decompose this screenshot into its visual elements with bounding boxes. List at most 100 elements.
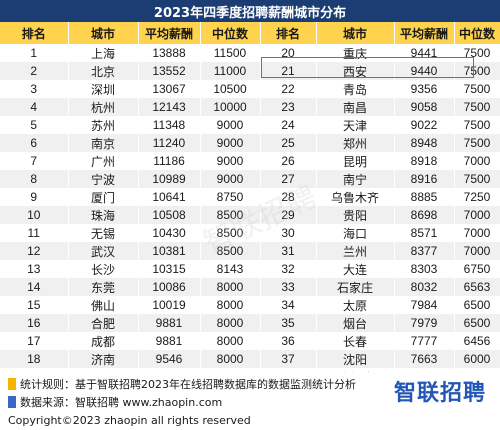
cell-city-right: 大连 xyxy=(316,260,395,278)
table-row: 5 苏州 11348 9000 24 天津 9022 7500 xyxy=(0,116,500,134)
header-avg-salary-right: 平均薪酬 xyxy=(394,22,455,44)
cell-avg-salary-right: 8918 xyxy=(394,152,455,170)
cell-rank: 10 xyxy=(0,206,69,224)
cell-city-right: 南宁 xyxy=(316,170,395,188)
cell-median: 8000 xyxy=(200,278,261,296)
table-row: 7 广州 11186 9000 26 昆明 8918 7000 xyxy=(0,152,500,170)
cell-avg-salary-right: 9022 xyxy=(394,116,455,134)
cell-city: 成都 xyxy=(68,332,139,350)
cell-city-right: 沈阳 xyxy=(316,350,395,368)
cell-median-right: 7000 xyxy=(454,224,500,242)
cell-avg-salary-right: 7663 xyxy=(394,350,455,368)
table-row: 6 南京 11240 9000 25 郑州 8948 7500 xyxy=(0,134,500,152)
cell-rank: 4 xyxy=(0,98,69,116)
cell-rank: 2 xyxy=(0,62,69,80)
cell-median-right: 6750 xyxy=(454,260,500,278)
cell-rank-right: 31 xyxy=(260,242,317,260)
cell-median: 8000 xyxy=(200,296,261,314)
cell-rank-right: 24 xyxy=(260,116,317,134)
cell-rank-right: 26 xyxy=(260,152,317,170)
cell-median-right: 6500 xyxy=(454,296,500,314)
cell-median: 10000 xyxy=(200,98,261,116)
cell-median: 8750 xyxy=(200,188,261,206)
table-row: 12 武汉 10381 8500 31 兰州 8377 7000 xyxy=(0,242,500,260)
cell-median-right: 6456 xyxy=(454,332,500,350)
cell-city: 无锡 xyxy=(68,224,139,242)
cell-rank: 11 xyxy=(0,224,69,242)
cell-city: 东莞 xyxy=(68,278,139,296)
table-row: 14 东莞 10086 8000 33 石家庄 8032 6563 xyxy=(0,278,500,296)
cell-avg-salary-right: 9356 xyxy=(394,80,455,98)
table-row: 2 北京 13552 11000 21 西安 9440 7500 xyxy=(0,62,500,80)
cell-city-right: 兰州 xyxy=(316,242,395,260)
cell-median: 9000 xyxy=(200,134,261,152)
cell-city-right: 昆明 xyxy=(316,152,395,170)
cell-city-right: 南昌 xyxy=(316,98,395,116)
cell-rank: 18 xyxy=(0,350,69,368)
stat-rule-text: 统计规则：基于智联招聘2023年在线招聘数据库的数据监测统计分析 xyxy=(20,378,356,391)
cell-rank-right: 28 xyxy=(260,188,317,206)
cell-rank: 1 xyxy=(0,44,69,62)
cell-rank: 9 xyxy=(0,188,69,206)
cell-rank-right: 37 xyxy=(260,350,317,368)
cell-rank: 8 xyxy=(0,170,69,188)
cell-rank-right: 30 xyxy=(260,224,317,242)
table-title: 2023年四季度招聘薪酬城市分布 xyxy=(0,0,500,22)
cell-rank: 15 xyxy=(0,296,69,314)
cell-median-right: 7500 xyxy=(454,80,500,98)
table-row: 1 上海 13888 11500 20 重庆 9441 7500 xyxy=(0,44,500,62)
table-row: 10 珠海 10508 8500 29 贵阳 8698 7000 xyxy=(0,206,500,224)
cell-avg-salary-right: 8571 xyxy=(394,224,455,242)
cell-avg-salary: 12143 xyxy=(138,98,201,116)
cell-rank-right: 20 xyxy=(260,44,317,62)
table-row: 3 深圳 13067 10500 22 青岛 9356 7500 xyxy=(0,80,500,98)
cell-median: 8000 xyxy=(200,350,261,368)
table-header-row: 排名 城市 平均薪酬 中位数 排名 城市 平均薪酬 中位数 xyxy=(0,22,500,44)
yellow-bullet-icon xyxy=(8,378,16,390)
cell-avg-salary-right: 8698 xyxy=(394,206,455,224)
table-row: 11 无锡 10430 8500 30 海口 8571 7000 xyxy=(0,224,500,242)
cell-median-right: 7000 xyxy=(454,242,500,260)
cell-median-right: 6563 xyxy=(454,278,500,296)
cell-rank: 6 xyxy=(0,134,69,152)
cell-avg-salary-right: 7777 xyxy=(394,332,455,350)
cell-rank-right: 29 xyxy=(260,206,317,224)
cell-avg-salary: 10019 xyxy=(138,296,201,314)
cell-avg-salary-right: 8916 xyxy=(394,170,455,188)
cell-avg-salary: 10086 xyxy=(138,278,201,296)
cell-rank-right: 22 xyxy=(260,80,317,98)
cell-rank: 5 xyxy=(0,116,69,134)
cell-city-right: 乌鲁木齐 xyxy=(316,188,395,206)
header-median-right: 中位数 xyxy=(454,22,500,44)
cell-city: 广州 xyxy=(68,152,139,170)
cell-median: 9000 xyxy=(200,152,261,170)
cell-avg-salary: 13888 xyxy=(138,44,201,62)
cell-avg-salary: 10641 xyxy=(138,188,201,206)
cell-avg-salary: 11348 xyxy=(138,116,201,134)
zhaopin-logo: 智联招聘 xyxy=(393,381,486,406)
cell-median: 11500 xyxy=(200,44,261,62)
cell-avg-salary: 10508 xyxy=(138,206,201,224)
cell-avg-salary: 9881 xyxy=(138,332,201,350)
table-row: 9 厦门 10641 8750 28 乌鲁木齐 8885 7250 xyxy=(0,188,500,206)
table-row: 16 合肥 9881 8000 35 烟台 7979 6500 xyxy=(0,314,500,332)
cell-city: 上海 xyxy=(68,44,139,62)
header-city-right: 城市 xyxy=(316,22,395,44)
cell-rank-right: 25 xyxy=(260,134,317,152)
cell-median-right: 7500 xyxy=(454,134,500,152)
cell-avg-salary-right: 9058 xyxy=(394,98,455,116)
cell-rank: 7 xyxy=(0,152,69,170)
cell-median: 8500 xyxy=(200,242,261,260)
cell-median-right: 7000 xyxy=(454,206,500,224)
cell-rank-right: 27 xyxy=(260,170,317,188)
cell-median: 10500 xyxy=(200,80,261,98)
cell-city: 佛山 xyxy=(68,296,139,314)
cell-median-right: 7500 xyxy=(454,62,500,80)
cell-avg-salary: 9881 xyxy=(138,314,201,332)
cell-rank-right: 32 xyxy=(260,260,317,278)
cell-city: 苏州 xyxy=(68,116,139,134)
cell-avg-salary-right: 8303 xyxy=(394,260,455,278)
cell-rank-right: 34 xyxy=(260,296,317,314)
cell-median: 8000 xyxy=(200,314,261,332)
cell-median-right: 7250 xyxy=(454,188,500,206)
